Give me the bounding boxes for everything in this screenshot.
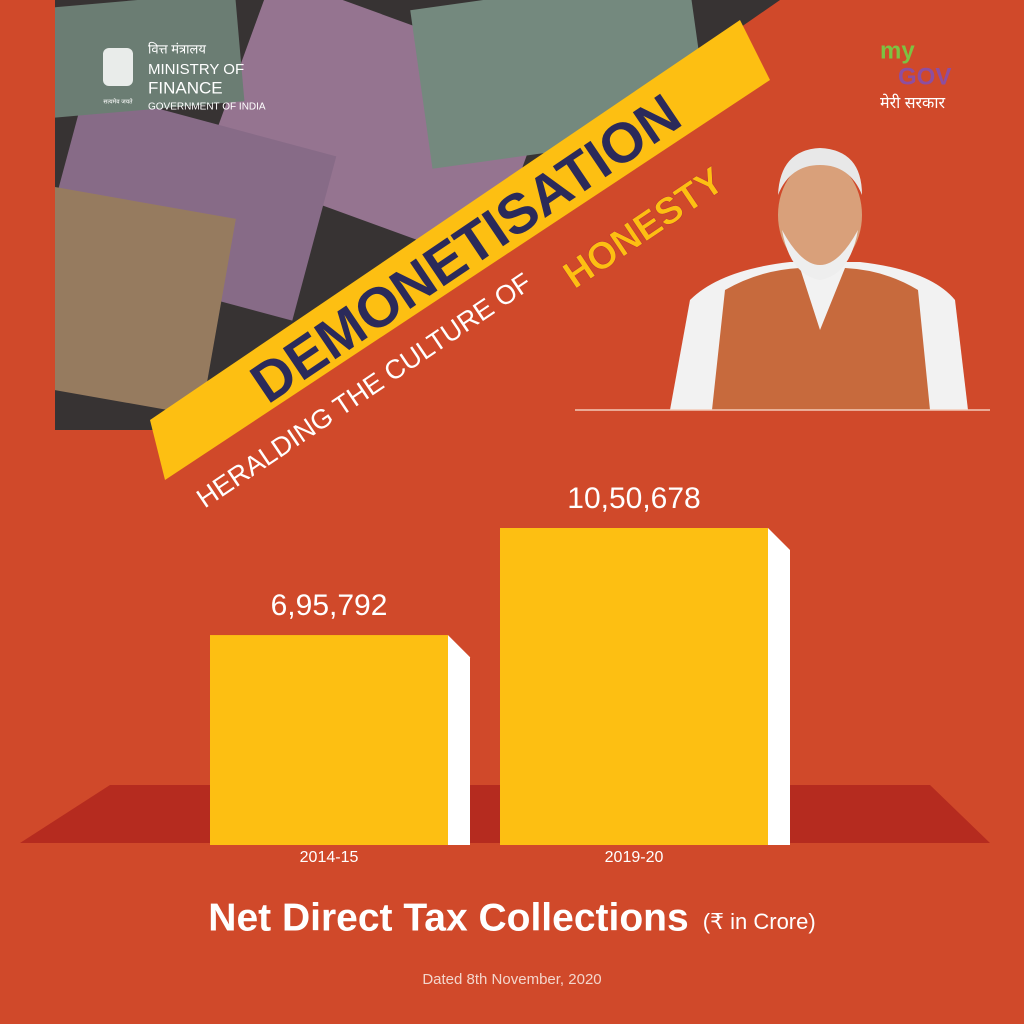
emblem-motto: सत्यमेव जयते bbox=[103, 98, 133, 106]
x-tick-label: 2019-20 bbox=[605, 849, 664, 866]
bar-side bbox=[768, 528, 790, 845]
banner-strip bbox=[150, 20, 770, 480]
portrait bbox=[575, 148, 990, 411]
x-tick-label: 2014-15 bbox=[300, 849, 359, 866]
chart-title: Net Direct Tax Collections bbox=[208, 896, 688, 939]
value-label: 6,95,792 bbox=[271, 589, 388, 622]
ministry-line3: GOVERNMENT OF INDIA bbox=[148, 102, 266, 113]
chart-subtitle: (₹ in Crore) bbox=[703, 909, 816, 934]
chart-note: Dated 8th November, 2020 bbox=[422, 971, 601, 988]
bar-chart: 6,95,792 2014-15 10,50,678 2019-20 bbox=[210, 482, 790, 866]
ministry-line1: MINISTRY OF bbox=[148, 61, 244, 78]
value-label: 10,50,678 bbox=[567, 482, 700, 515]
mygov-gov: GOV bbox=[898, 63, 951, 90]
bar bbox=[500, 528, 768, 845]
ministry-hindi: वित्त मंत्रालय bbox=[148, 41, 206, 56]
ministry-line2: FINANCE bbox=[148, 78, 223, 97]
bar bbox=[210, 635, 448, 845]
bar-side bbox=[448, 635, 470, 845]
ministry-logo: सत्यमेव जयते वित्त मंत्रालय MINISTRY OF … bbox=[103, 41, 266, 113]
mygov-logo: my GOV मेरी सरकार bbox=[880, 37, 951, 112]
mygov-my: my bbox=[880, 37, 915, 64]
mygov-tagline: मेरी सरकार bbox=[880, 93, 945, 112]
